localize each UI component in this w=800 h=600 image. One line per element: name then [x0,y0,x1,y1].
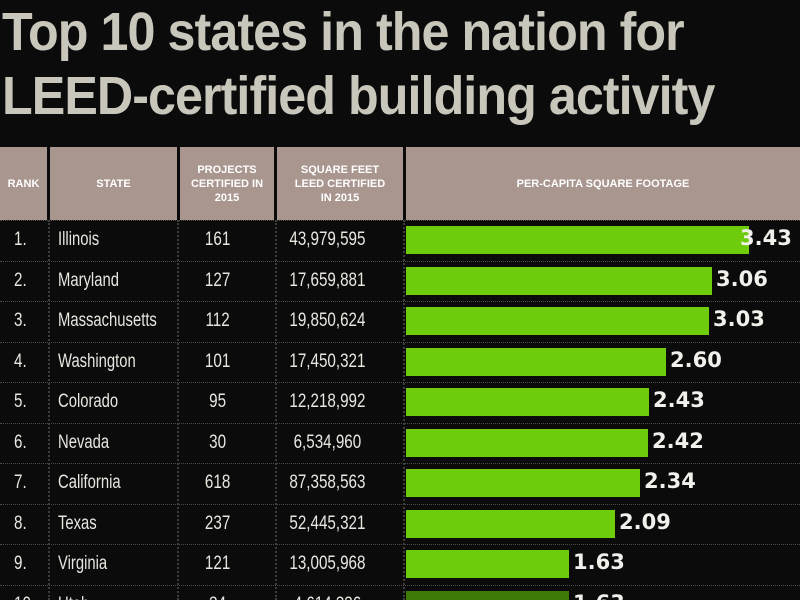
state-cell: California [58,472,121,494]
column-divider [48,220,50,600]
state-cell: Texas [58,512,97,534]
state-cell: Colorado [58,391,119,413]
column-divider [275,220,277,600]
chart-title: Top 10 states in the nation for LEED-cer… [2,0,742,128]
per-capita-value-label: 2.09 [619,509,671,534]
header-projects: PROJECTS CERTIFIED IN 2015 [190,163,264,204]
table-row: 5. Colorado 95 12,218,992 2.43 [0,382,800,423]
projects-cell: 127 [204,269,231,291]
row-separator [0,463,800,464]
header-divider [274,147,277,220]
header-state: STATE [96,177,131,190]
per-capita-bar [406,428,648,457]
row-separator [0,260,800,262]
row-separator [0,301,800,302]
table-row: 6. Nevada 30 6,534,960 2.42 [0,423,800,464]
state-cell: Utah [58,585,175,600]
per-capita-value-label: 2.60 [670,347,722,372]
rank-cell: 1. [14,229,27,251]
per-capita-bar [406,307,709,336]
square-feet-cell: 17,659,881 [289,269,366,291]
leed-table: RANK STATE PROJECTS CERTIFIED IN 2015 SQ… [0,147,800,600]
row-separator [0,503,800,505]
per-capita-value-label: 2.34 [644,469,696,494]
header-divider [403,147,406,220]
per-capita-value-label: 2.43 [653,388,705,413]
header-divider [177,147,180,220]
header-rank: RANK [7,177,40,190]
state-cell: Maryland [58,269,119,291]
per-capita-value-label: 3.06 [716,266,768,291]
row-separator [0,341,800,343]
projects-cell: 95 [209,391,227,413]
row-separator [0,382,800,383]
projects-cell: 161 [204,229,231,251]
projects-cell: 112 [205,310,230,332]
projects-cell: 34 [180,585,255,600]
title-line-1: Top 10 states in the nation for [2,2,685,62]
square-feet-cell: 19,850,624 [289,310,366,332]
rank-cell: 4. [14,350,27,372]
table-row: 10. Utah 34 4,614,336 1.63 [0,585,800,600]
per-capita-bar [406,347,666,376]
title-line-2: LEED-certified building activity [2,66,715,126]
projects-cell: 101 [204,350,231,372]
rank-cell: 2. [14,269,27,291]
row-separator [0,422,800,424]
header-divider [47,147,50,220]
per-capita-bar [406,266,712,295]
per-capita-value-label: 3.03 [713,307,765,332]
row-separator [0,544,800,545]
rank-cell: 8. [14,512,27,534]
table-row: 7. California 618 87,358,563 2.34 [0,463,800,504]
per-capita-bar [406,550,569,579]
per-capita-bar [406,388,649,417]
rank-cell: 10. [14,585,41,600]
state-cell: Massachusetts [58,310,157,332]
per-capita-value-label: 3.43 [740,226,792,251]
rank-cell: 5. [14,391,27,413]
square-feet-cell: 13,005,968 [289,553,366,575]
table-row: 4. Washington 101 17,450,321 2.60 [0,342,800,383]
projects-cell: 618 [204,472,231,494]
per-capita-bar [406,469,640,498]
rank-cell: 7. [14,472,27,494]
rank-cell: 6. [14,431,27,453]
header-per-capita: PER-CAPITA SQUARE FOOTAGE [516,177,690,190]
row-separator [0,584,800,586]
header-square-feet: SQUARE FEET LEED CERTIFIED IN 2015 [294,163,386,204]
rank-cell: 9. [14,553,27,575]
square-feet-cell: 87,358,563 [289,472,366,494]
per-capita-value-label: 1.63 [573,550,625,575]
per-capita-value-label: 2.42 [652,428,704,453]
table-row: 8. Texas 237 52,445,321 2.09 [0,504,800,545]
table-row: 3. Massachusetts 112 19,850,624 3.03 [0,301,800,342]
projects-cell: 121 [204,553,231,575]
rank-cell: 3. [14,310,27,332]
square-feet-cell: 4,614,336 [277,585,378,600]
square-feet-cell: 6,534,960 [293,431,362,453]
state-cell: Nevada [58,431,110,453]
state-cell: Washington [58,350,136,372]
column-divider [177,220,179,600]
table-header: RANK STATE PROJECTS CERTIFIED IN 2015 SQ… [0,147,800,220]
state-cell: Illinois [58,229,100,251]
table-row: 1. Illinois 161 43,979,595 3.43 [0,220,800,261]
square-feet-cell: 12,218,992 [289,391,366,413]
per-capita-bar [406,226,749,255]
per-capita-value-label: 1.63 [573,589,625,600]
table-row: 9. Virginia 121 13,005,968 1.63 [0,544,800,585]
table-body: 1. Illinois 161 43,979,595 3.43 2. Maryland 127… [0,220,800,600]
state-cell: Virginia [58,553,108,575]
projects-cell: 30 [209,431,227,453]
table-row: 2. Maryland 127 17,659,881 3.06 [0,261,800,302]
column-divider [403,220,405,600]
per-capita-bar [406,509,615,538]
square-feet-cell: 17,450,321 [289,350,366,372]
projects-cell: 237 [204,512,231,534]
row-separator [0,220,800,221]
square-feet-cell: 43,979,595 [289,229,366,251]
square-feet-cell: 52,445,321 [289,512,366,534]
per-capita-bar [406,590,569,600]
